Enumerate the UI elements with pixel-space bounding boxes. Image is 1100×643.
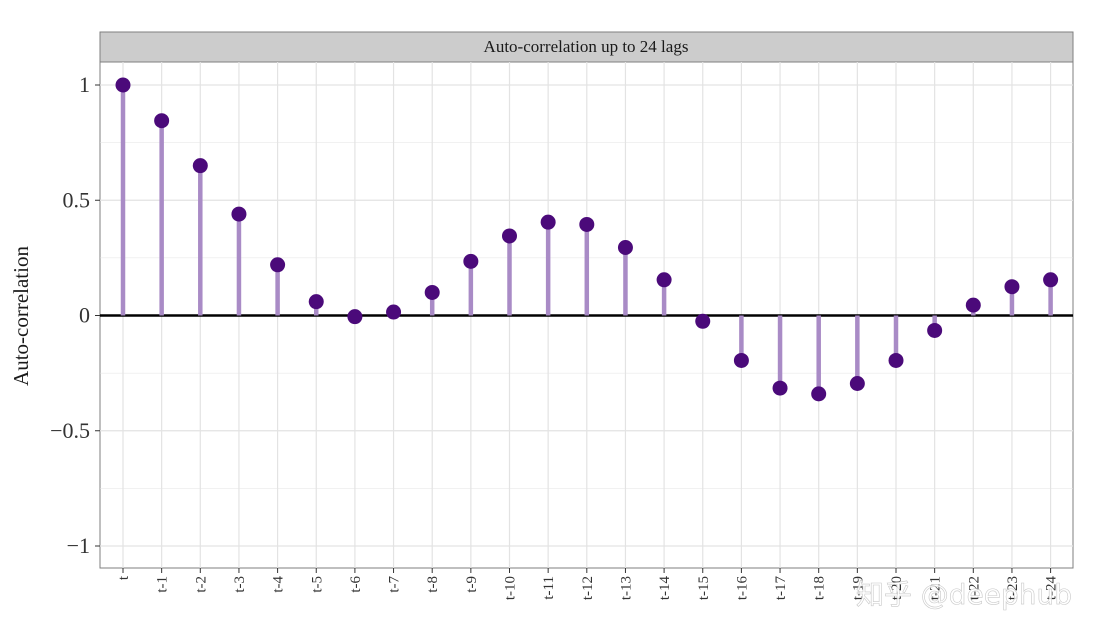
x-tick-label: t-16 bbox=[734, 576, 750, 601]
x-tick-label: t-17 bbox=[773, 576, 789, 601]
panel-strip bbox=[99, 31, 1074, 63]
x-tick-label: t-23 bbox=[1005, 576, 1021, 600]
x-tick-label: t-1 bbox=[155, 576, 171, 593]
point-t-20 bbox=[888, 352, 904, 368]
point-t-1 bbox=[154, 113, 170, 129]
point-t-12 bbox=[579, 216, 595, 232]
x-tick-label: t-24 bbox=[1044, 576, 1060, 601]
point-t-24 bbox=[1043, 272, 1059, 288]
chart-title: Auto-correlation up to 24 lags bbox=[484, 37, 689, 56]
point-t-13 bbox=[617, 240, 633, 256]
x-tick-label: t-8 bbox=[425, 576, 441, 593]
y-axis-label: Auto-correlation bbox=[9, 246, 33, 386]
x-tick-label: t-2 bbox=[193, 576, 209, 593]
x-tick-label: t-3 bbox=[232, 576, 248, 593]
y-tick-label: 0 bbox=[79, 303, 90, 328]
y-tick-label: −0.5 bbox=[50, 418, 90, 443]
x-tick-label: t-20 bbox=[889, 576, 905, 600]
x-tick-label: t-11 bbox=[541, 576, 557, 600]
x-tick-label: t-10 bbox=[503, 576, 519, 600]
point-t bbox=[115, 77, 131, 93]
x-tick-label: t-12 bbox=[580, 576, 596, 600]
y-tick-label: 1 bbox=[79, 72, 90, 97]
point-t-11 bbox=[540, 214, 556, 230]
x-tick-label: t-7 bbox=[387, 576, 403, 593]
point-t-10 bbox=[502, 228, 517, 244]
x-tick-label: t-13 bbox=[618, 576, 634, 600]
point-t-22 bbox=[965, 297, 981, 313]
x-axis-ticks: t t-1 t-2 t-3 t-4 t-5 t-6 t-7 t-8 t-9 t-10 t-11 t-12… bbox=[116, 568, 1060, 600]
stems bbox=[120, 85, 1053, 394]
point-t-3 bbox=[231, 206, 247, 222]
x-tick-label: t-19 bbox=[850, 576, 866, 600]
point-t-6 bbox=[347, 309, 363, 325]
x-tick-label: t-5 bbox=[309, 576, 325, 593]
x-tick-label: t-4 bbox=[271, 576, 287, 593]
point-t-17 bbox=[772, 380, 788, 396]
y-axis-ticks: −1 −0.5 0 0.5 1 bbox=[50, 72, 100, 558]
point-t-21 bbox=[927, 322, 943, 338]
x-tick-label: t-21 bbox=[928, 576, 944, 600]
point-t-14 bbox=[656, 272, 672, 288]
x-tick-label: t-9 bbox=[464, 576, 480, 593]
x-tick-label: t-18 bbox=[812, 576, 828, 600]
point-t-19 bbox=[849, 375, 865, 391]
y-tick-label: 0.5 bbox=[63, 187, 91, 212]
point-t-15 bbox=[695, 313, 711, 329]
point-t-4 bbox=[270, 257, 286, 273]
point-t-9 bbox=[463, 253, 479, 269]
x-tick-label: t bbox=[116, 575, 132, 580]
point-t-7 bbox=[386, 304, 402, 320]
point-t-23 bbox=[1004, 279, 1020, 295]
x-tick-label: t-15 bbox=[696, 576, 712, 600]
x-tick-label: t-6 bbox=[348, 576, 364, 593]
point-t-18 bbox=[811, 386, 827, 402]
x-tick-label: t-22 bbox=[966, 576, 982, 600]
point-t-2 bbox=[192, 158, 208, 174]
x-tick-label: t-14 bbox=[657, 576, 673, 601]
point-t-8 bbox=[424, 284, 440, 300]
points bbox=[115, 77, 1059, 402]
point-t-16 bbox=[733, 352, 749, 368]
y-tick-label: −1 bbox=[67, 533, 90, 558]
point-t-5 bbox=[308, 294, 324, 310]
watermark-text: 知乎 @deephub bbox=[856, 578, 1072, 611]
